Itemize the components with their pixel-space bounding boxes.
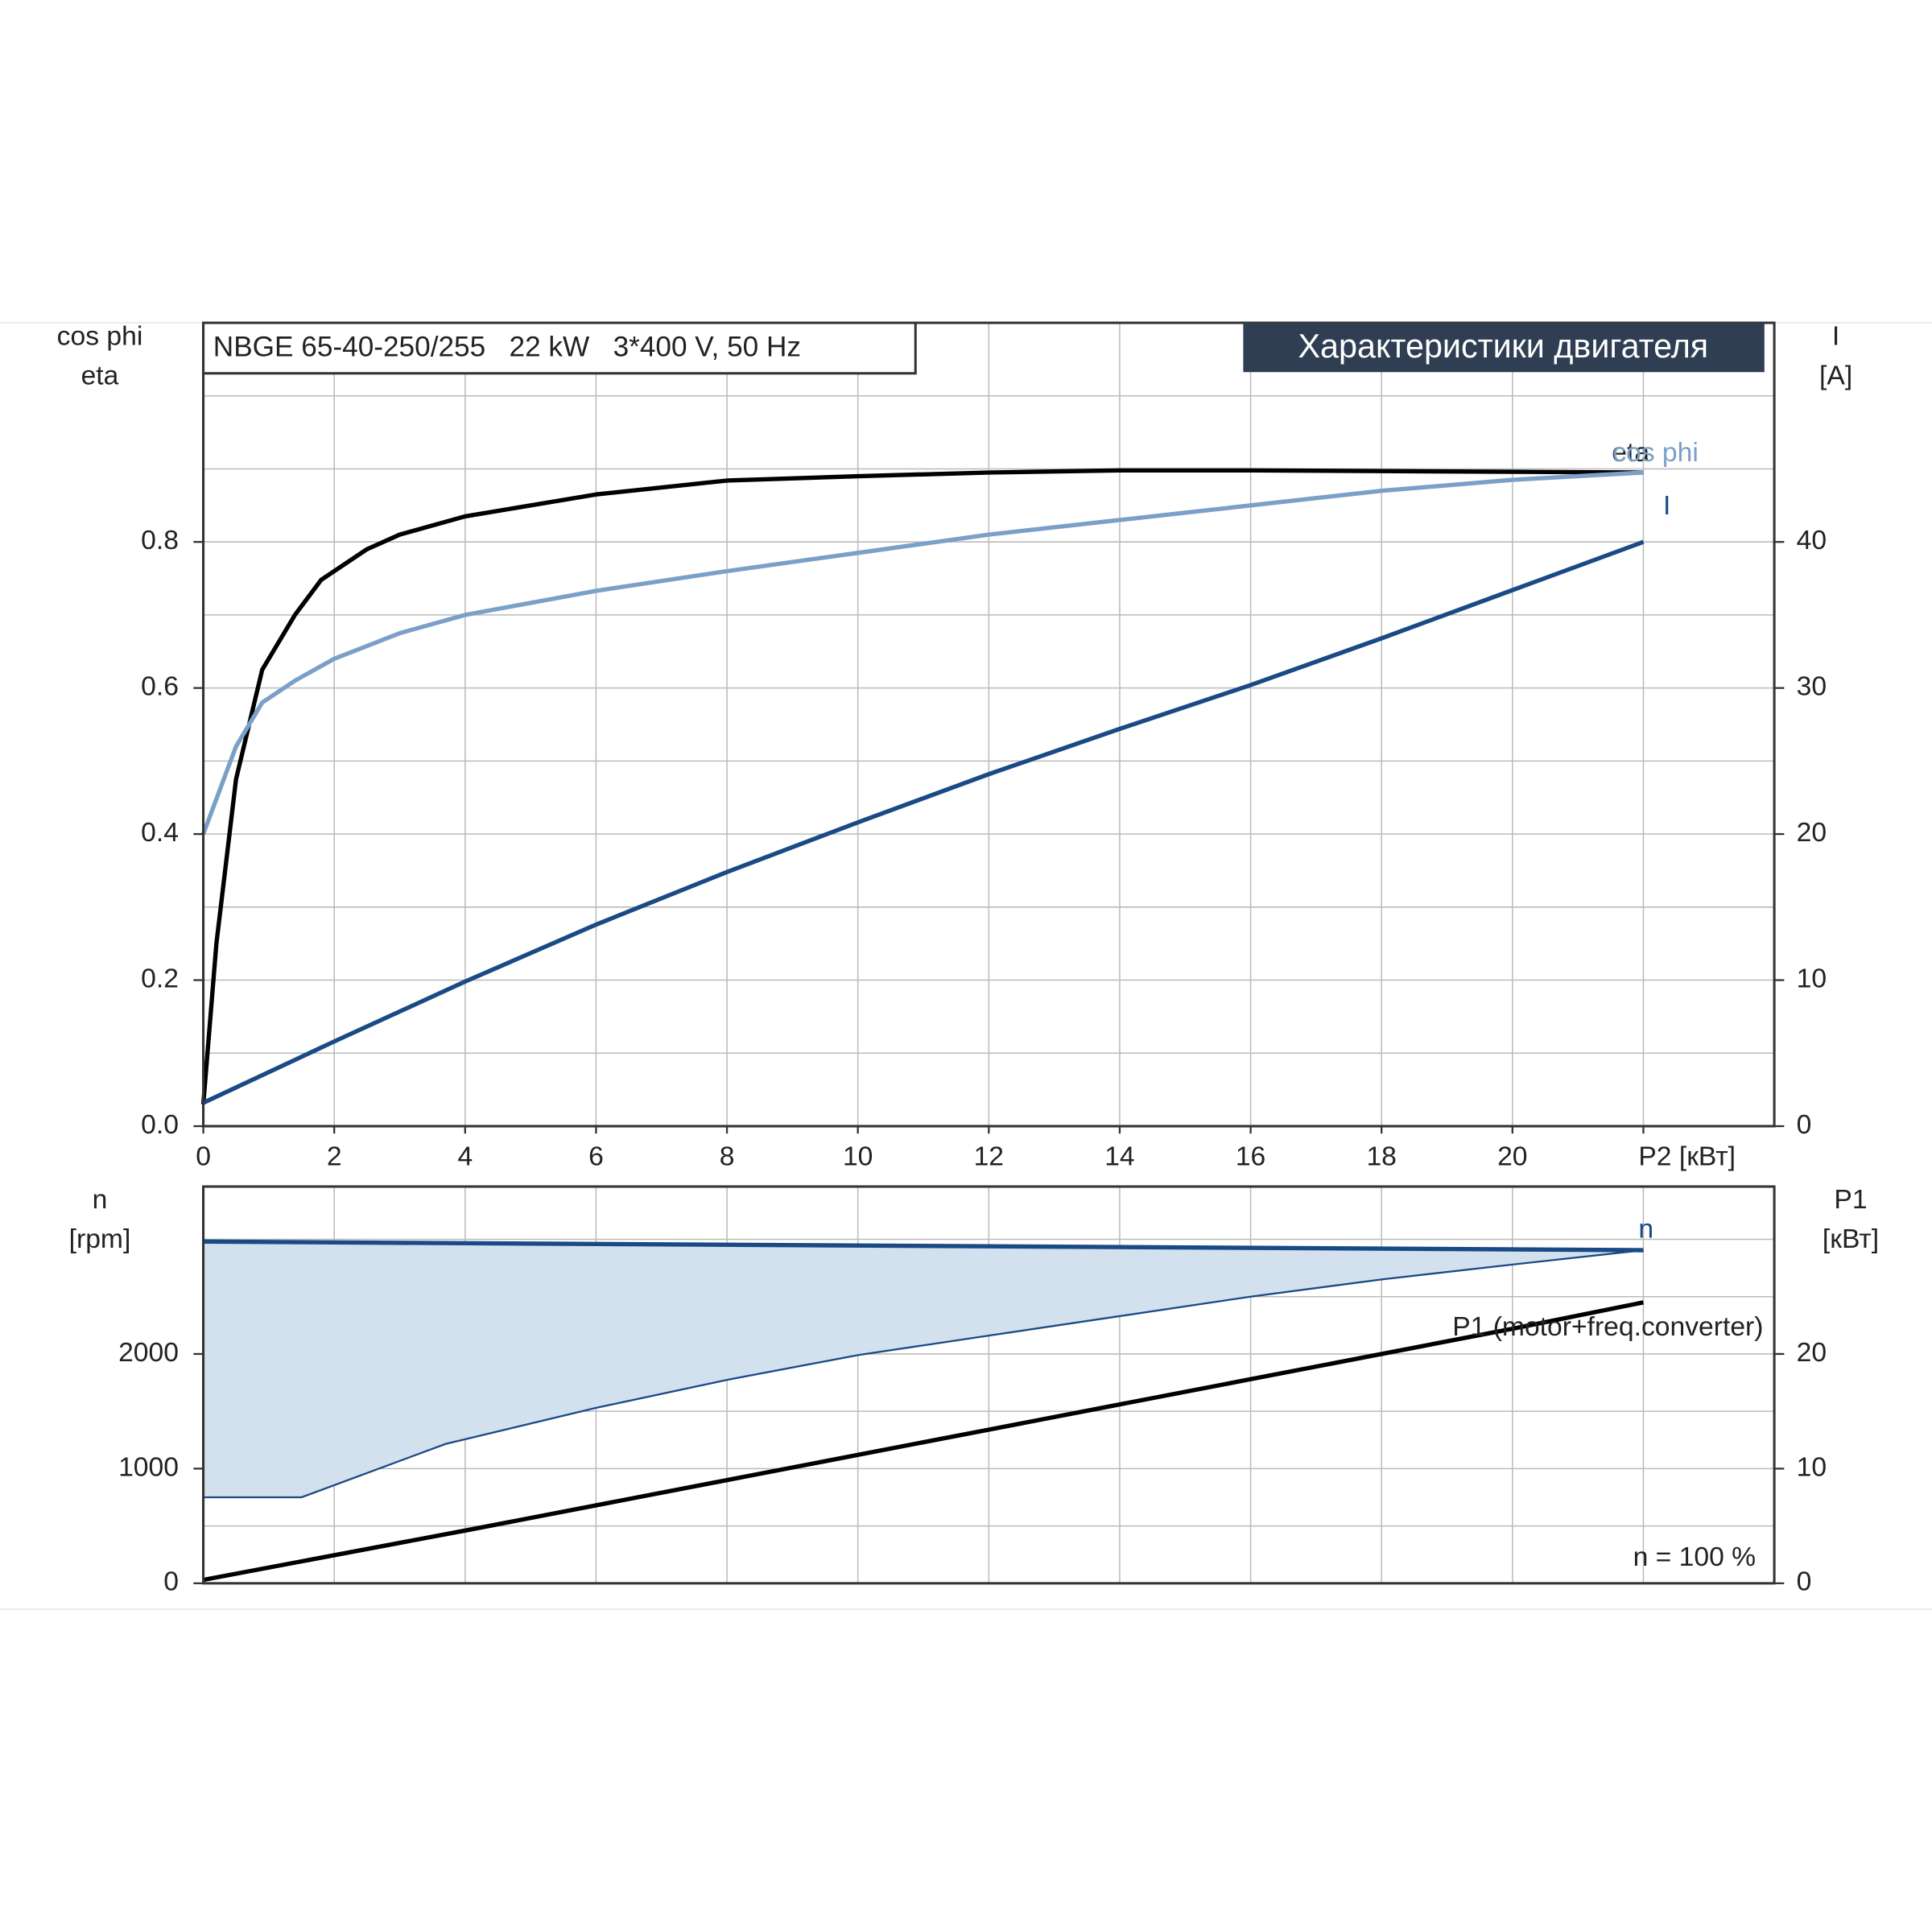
- y-axis-label: [rpm]: [69, 1224, 131, 1254]
- x-tick-label: 16: [1236, 1142, 1265, 1172]
- series-label: P1 (motor+freq.converter): [1452, 1312, 1763, 1342]
- x-tick-label: 0: [196, 1142, 211, 1172]
- series-label: n: [1638, 1214, 1653, 1244]
- y2-tick-label: 10: [1797, 1452, 1827, 1482]
- data: [200, 468, 1645, 1583]
- series-label: cos phi: [1612, 438, 1699, 468]
- x-tick-label: 6: [588, 1142, 604, 1172]
- y-tick-label: 0.6: [141, 672, 179, 702]
- subtitle-box: [202, 321, 917, 375]
- chart-subtitle: NBGE 65-40-250/255 22 kW 3*400 V, 50 Hz: [213, 331, 801, 362]
- x-tick-label: 20: [1497, 1142, 1527, 1172]
- series-line: [200, 468, 1644, 1104]
- y2-tick-label: 0: [1797, 1567, 1812, 1597]
- y-tick-label: 0: [163, 1567, 179, 1597]
- x-tick-label: 18: [1366, 1142, 1396, 1172]
- series-line: [203, 1239, 1644, 1253]
- x-tick-label: 4: [457, 1142, 473, 1172]
- y2-axis-label: [A]: [1819, 361, 1852, 390]
- range-lower-line: [203, 1249, 1644, 1499]
- y2-tick-label: 30: [1797, 672, 1827, 702]
- x-tick-label: 12: [974, 1142, 1004, 1172]
- y2-axis-label: I: [1832, 321, 1839, 351]
- x-tick-label: P2 [кВт]: [1638, 1142, 1736, 1172]
- y2-axis-label: P1: [1834, 1185, 1867, 1215]
- y-axis-label: n: [93, 1185, 108, 1215]
- y-tick-label: 0.4: [141, 818, 179, 848]
- grid: [202, 323, 1775, 1584]
- x-tick-label: 10: [843, 1142, 873, 1172]
- y2-tick-label: 0: [1797, 1110, 1812, 1140]
- y2-tick-label: 10: [1797, 964, 1827, 993]
- frames: NBGE 65-40-250/255 22 kW 3*400 V, 50 Hz …: [57, 321, 1879, 1596]
- annotation: n = 100 %: [1633, 1542, 1757, 1572]
- y2-tick-label: 20: [1797, 1338, 1827, 1368]
- series-label: eta: [1612, 438, 1649, 468]
- series-line: [203, 1300, 1644, 1583]
- x-tick-label: 8: [720, 1142, 735, 1172]
- range-area: [203, 1241, 1644, 1498]
- y-axis-label: eta: [81, 361, 119, 390]
- series-label: I: [1663, 491, 1670, 521]
- y2-tick-label: 40: [1797, 526, 1827, 555]
- y2-tick-label: 20: [1797, 818, 1827, 848]
- chart-title: Характеристики двигателя: [1298, 328, 1708, 365]
- y-tick-label: 2000: [118, 1338, 179, 1368]
- y-tick-label: 0.8: [141, 526, 179, 555]
- y-tick-label: 1000: [118, 1452, 179, 1482]
- y-tick-label: 0.0: [141, 1110, 179, 1140]
- y-axis-label: cos phi: [57, 321, 143, 351]
- x-tick-label: 2: [327, 1142, 342, 1172]
- series-line: [201, 470, 1644, 836]
- y2-axis-label: [кВт]: [1823, 1224, 1879, 1254]
- y-tick-label: 0.2: [141, 964, 179, 993]
- series-line: [202, 539, 1645, 1105]
- x-tick-label: 14: [1104, 1142, 1134, 1172]
- plot-frame: [202, 1185, 1776, 1585]
- title-box: [1243, 323, 1765, 373]
